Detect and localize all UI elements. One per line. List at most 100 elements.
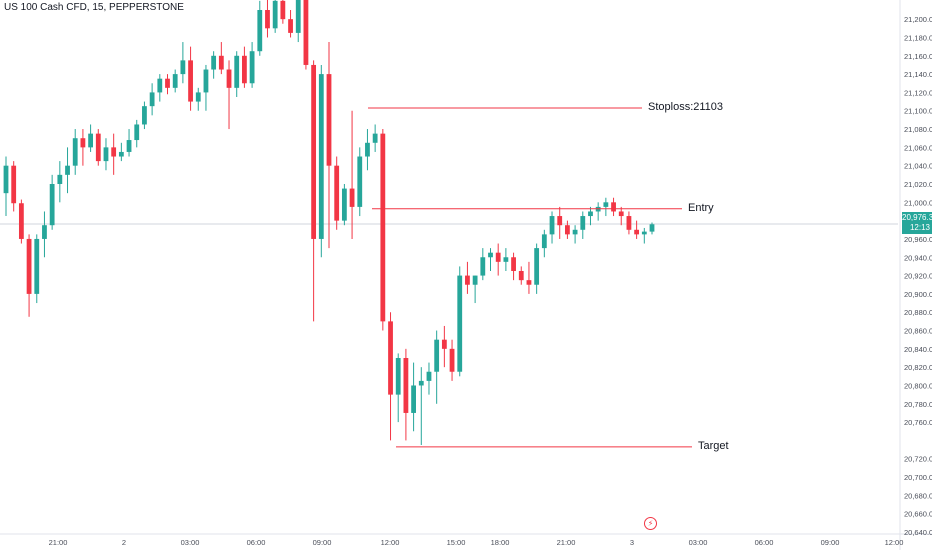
candle bbox=[95, 129, 101, 166]
candle bbox=[257, 0, 263, 56]
candle-body bbox=[288, 19, 293, 33]
candle-body bbox=[341, 188, 347, 221]
candle-body bbox=[441, 339, 447, 349]
y-tick-label: 20,700.0 bbox=[904, 473, 932, 482]
y-tick-label: 20,840.0 bbox=[904, 345, 932, 354]
y-tick-label: 20,660.0 bbox=[904, 510, 932, 519]
candle bbox=[580, 211, 586, 239]
candle bbox=[495, 243, 501, 276]
x-tick-label: 03:00 bbox=[689, 538, 708, 547]
candle-body bbox=[565, 225, 570, 235]
candle bbox=[188, 46, 193, 111]
candle-body bbox=[380, 133, 386, 322]
candle bbox=[180, 42, 186, 84]
target-label: Target bbox=[698, 439, 729, 452]
candle bbox=[634, 220, 640, 239]
candle-body bbox=[641, 231, 647, 235]
candle-body bbox=[326, 74, 332, 166]
candle-body bbox=[588, 211, 593, 217]
candle-body bbox=[311, 64, 317, 239]
y-tick-label: 20,920.0 bbox=[904, 272, 932, 281]
y-tick-label: 20,760.0 bbox=[904, 418, 932, 427]
candle-body bbox=[434, 339, 440, 372]
candle-body bbox=[295, 0, 301, 33]
x-tick-label: 15:00 bbox=[447, 538, 466, 547]
candle-body bbox=[541, 234, 547, 249]
current-price-value: 20,976.3 bbox=[902, 213, 932, 222]
candle bbox=[49, 174, 55, 230]
candle-body bbox=[511, 257, 516, 271]
candle-body bbox=[34, 238, 40, 294]
candle-body bbox=[495, 252, 501, 262]
candle bbox=[503, 248, 509, 271]
candle bbox=[211, 51, 217, 79]
candle bbox=[265, 0, 270, 38]
candle bbox=[457, 266, 463, 377]
candle bbox=[142, 101, 147, 130]
y-tick-label: 21,020.0 bbox=[904, 180, 932, 189]
x-tick-label: 03:00 bbox=[181, 538, 200, 547]
candle-body bbox=[549, 216, 555, 235]
candle bbox=[18, 199, 24, 244]
candle bbox=[472, 275, 478, 304]
candle-body bbox=[203, 69, 209, 93]
candle-body bbox=[126, 140, 132, 152]
candle-body bbox=[457, 275, 463, 372]
candle-body bbox=[603, 202, 609, 207]
x-tick-label: 3 bbox=[630, 538, 634, 547]
candle bbox=[149, 83, 155, 116]
candle-body bbox=[249, 51, 255, 84]
entry-label: Entry bbox=[688, 201, 714, 214]
candle-body bbox=[334, 165, 340, 221]
candle-body bbox=[526, 280, 532, 285]
candle-body bbox=[580, 216, 586, 230]
candle-body bbox=[195, 92, 201, 102]
candle bbox=[126, 129, 132, 157]
candle bbox=[603, 197, 609, 217]
candle-body bbox=[65, 165, 70, 175]
candle-body bbox=[211, 55, 217, 70]
candle bbox=[3, 156, 9, 217]
candle-body bbox=[449, 348, 455, 372]
candle bbox=[380, 129, 386, 331]
candle bbox=[388, 312, 393, 441]
candle-body bbox=[180, 60, 186, 75]
candle bbox=[511, 252, 516, 281]
candle-body bbox=[403, 358, 409, 413]
candle bbox=[534, 243, 540, 294]
stoploss-label: Stoploss:21103 bbox=[648, 100, 724, 113]
candle-body bbox=[418, 380, 424, 386]
bar-countdown: 12:13 bbox=[909, 223, 930, 232]
x-tick-label: 06:00 bbox=[755, 538, 774, 547]
candle bbox=[541, 229, 547, 258]
candle bbox=[65, 147, 70, 194]
candle bbox=[272, 0, 278, 33]
y-tick-label: 21,180.0 bbox=[904, 33, 932, 42]
candle-body bbox=[634, 229, 640, 235]
candle bbox=[649, 222, 655, 235]
candle bbox=[42, 211, 47, 258]
candle bbox=[357, 147, 363, 217]
x-tick-label: 12:00 bbox=[381, 538, 400, 547]
candle-body bbox=[80, 138, 86, 148]
candle-body bbox=[188, 60, 193, 102]
x-tick-label: 12:00 bbox=[885, 538, 904, 547]
candle bbox=[280, 0, 286, 24]
candle bbox=[80, 129, 86, 166]
candle bbox=[295, 0, 301, 43]
lightning-icon[interactable]: ⚡ bbox=[644, 517, 657, 530]
candle bbox=[172, 69, 178, 93]
candle bbox=[526, 261, 532, 294]
candle-body bbox=[3, 165, 9, 194]
y-tick-label: 21,080.0 bbox=[904, 125, 932, 134]
candle bbox=[242, 46, 247, 88]
candle-body bbox=[134, 124, 140, 141]
y-tick-label: 20,680.0 bbox=[904, 491, 932, 500]
y-tick-label: 20,860.0 bbox=[904, 327, 932, 336]
candle-body bbox=[218, 55, 224, 70]
candle-body bbox=[649, 224, 655, 232]
candle bbox=[234, 51, 240, 97]
candle-body bbox=[349, 188, 355, 207]
candle bbox=[11, 161, 17, 212]
